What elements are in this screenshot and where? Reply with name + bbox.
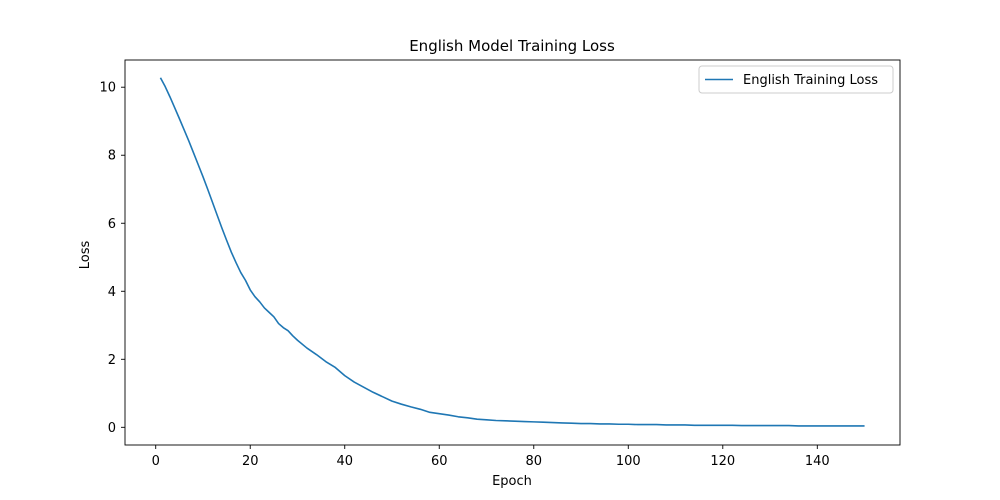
y-tick-label: 10 [99, 81, 116, 96]
plot-area: 0 20 40 60 80 100 120 140 0 2 4 6 8 10 [99, 59, 901, 469]
x-tick-label: 140 [805, 454, 830, 469]
x-tick-label: 20 [242, 454, 259, 469]
x-tick-label: 100 [616, 454, 641, 469]
y-axis-label: Loss [78, 241, 93, 270]
x-tick-label: 120 [710, 454, 735, 469]
y-tick-label: 6 [108, 217, 116, 232]
y-tick-label: 8 [108, 149, 116, 164]
series-line [159, 77, 865, 427]
x-tick-label: 60 [431, 454, 448, 469]
legend-label: English Training Loss [743, 73, 878, 88]
legend-box [698, 65, 894, 94]
legend: English Training Loss [698, 65, 894, 94]
x-tick-label: 0 [152, 454, 160, 469]
chart-title: English Model Training Loss [409, 37, 615, 55]
plot-frame [124, 59, 901, 446]
y-tick-label: 2 [108, 353, 116, 368]
y-tick-label: 4 [108, 285, 116, 300]
x-axis-label: Epoch [492, 474, 532, 489]
y-tick-label: 0 [108, 421, 116, 436]
x-tick-label: 80 [525, 454, 542, 469]
x-tick-label: 40 [336, 454, 353, 469]
